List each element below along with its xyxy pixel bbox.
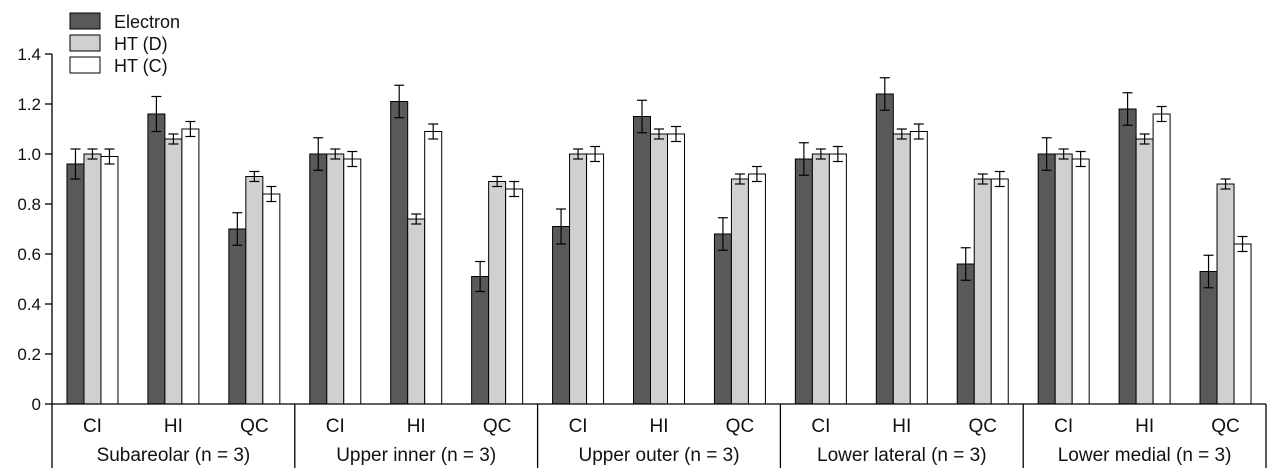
category-label: HI — [650, 416, 669, 437]
bar-electron — [147, 113, 166, 405]
category-label: HI — [1135, 416, 1154, 437]
bar-electron — [875, 93, 894, 405]
category-label: QC — [968, 416, 997, 437]
bar-ht-d — [245, 176, 264, 405]
group-label: Lower medial (n = 3) — [1058, 445, 1232, 466]
bar-electron — [794, 158, 813, 405]
bar-ht-d — [83, 153, 102, 405]
bars — [66, 77, 1252, 405]
y-tick-label: 0.4 — [17, 295, 41, 314]
bar-ht-c — [181, 128, 200, 405]
bar-ht-c — [667, 133, 685, 405]
bar-ht-d — [488, 181, 507, 405]
bar-ht-d — [730, 178, 749, 405]
bar-ht-d — [164, 138, 183, 405]
category-label: CI — [811, 416, 830, 437]
bar-ht-c — [1233, 243, 1252, 405]
legend-swatch — [69, 12, 101, 30]
bar-ht-c — [828, 153, 847, 405]
bar-ht-c — [505, 188, 524, 405]
bar-ht-c — [100, 156, 119, 405]
bar-ht-d — [407, 218, 426, 405]
legend-label: HT (C) — [114, 56, 168, 76]
y-tick-label: 0 — [32, 395, 41, 414]
bar-ht-d — [1054, 153, 1073, 405]
legend-swatch — [69, 56, 101, 74]
group-label: Subareolar (n = 3) — [97, 445, 251, 466]
y-tick-label: 1.0 — [17, 145, 41, 164]
bar-ht-c — [1071, 158, 1090, 405]
bar-ht-c — [262, 193, 281, 405]
bar-electron — [713, 233, 732, 405]
category-label: HI — [164, 416, 183, 437]
legend-label: HT (D) — [114, 34, 168, 54]
x-axis: CI HI QC Subareolar (n = 3) CI HI QC Upper inne… — [51, 403, 1267, 468]
bar-ht-c — [424, 131, 443, 405]
bar-electron — [956, 263, 975, 405]
y-tick-label: 1.4 — [17, 45, 41, 64]
y-axis: 0 0.2 0.4 0.6 0.8 1.0 1.2 1.4 — [17, 45, 53, 414]
category-label: CI — [1054, 416, 1073, 437]
category-label: HI — [892, 416, 911, 437]
bar-electron — [552, 226, 571, 405]
bar-ht-d — [650, 133, 668, 405]
bar-ht-c — [1152, 113, 1171, 405]
group-label: Upper outer (n = 3) — [578, 445, 739, 466]
bar-ht-d — [811, 153, 830, 405]
legend-label: Electron — [114, 12, 180, 32]
bar-ht-c — [990, 178, 1009, 405]
y-tick-label: 1.2 — [17, 95, 41, 114]
category-label: HI — [407, 416, 426, 437]
legend-swatch — [69, 34, 101, 52]
bar-ht-d — [326, 153, 345, 405]
category-label: QC — [726, 416, 755, 437]
category-label: CI — [326, 416, 345, 437]
bar-ht-d — [1135, 138, 1154, 405]
group-label: Upper inner (n = 3) — [336, 445, 496, 466]
bar-ht-d — [892, 133, 911, 405]
group-label: Lower lateral (n = 3) — [817, 445, 987, 466]
bar-ht-d — [973, 178, 992, 405]
bar-ht-c — [586, 153, 605, 405]
bar-electron — [66, 163, 85, 405]
bar-electron — [1118, 108, 1137, 405]
bar-electron — [471, 276, 490, 405]
bar-electron — [1199, 271, 1218, 405]
bar-electron — [633, 116, 651, 405]
category-label: QC — [1211, 416, 1240, 437]
y-tick-label: 0.2 — [17, 345, 41, 364]
category-label: CI — [83, 416, 102, 437]
category-label: QC — [483, 416, 512, 437]
bar-electron — [390, 101, 409, 405]
category-label: QC — [240, 416, 269, 437]
bar-electron — [309, 153, 328, 405]
bar-ht-c — [909, 131, 928, 405]
bar-electron — [228, 228, 247, 405]
bar-electron — [1037, 153, 1056, 405]
bar-ht-d — [569, 153, 588, 405]
y-tick-label: 0.8 — [17, 195, 41, 214]
y-tick-label: 0.6 — [17, 245, 41, 264]
category-label: CI — [569, 416, 588, 437]
bar-ht-d — [1216, 183, 1235, 405]
bar-ht-c — [747, 173, 766, 405]
bar-ht-c — [343, 158, 362, 405]
